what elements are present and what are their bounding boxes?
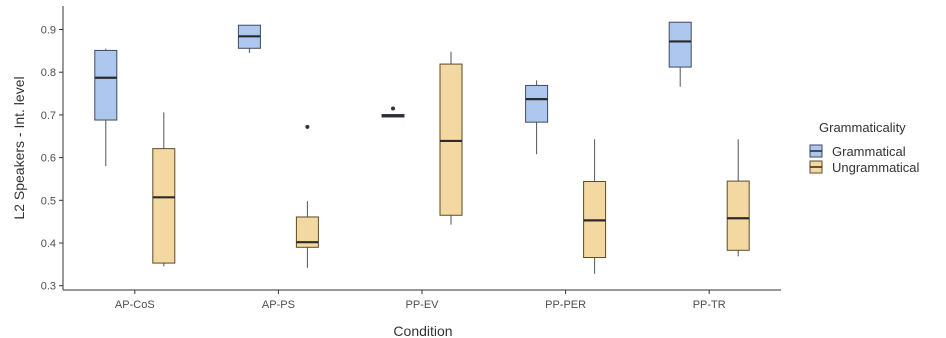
y-tick-label: 0.4 — [41, 238, 56, 250]
legend-title: Grammaticality — [819, 120, 906, 135]
y-tick-label: 0.6 — [41, 153, 56, 165]
box-grammatical-ap-cos — [94, 48, 118, 167]
x-axis-title: Condition — [393, 323, 452, 338]
box-iqr — [295, 216, 319, 248]
x-tick-label: PP-PER — [545, 299, 586, 311]
box-iqr — [152, 148, 176, 264]
x-tick-label: PP-TR — [693, 299, 726, 311]
box-iqr — [94, 49, 118, 121]
box-ungrammatical-pp-ev — [439, 51, 463, 225]
box-grammatical-pp-ev — [381, 106, 405, 118]
outlier-point — [305, 124, 310, 129]
box-ungrammatical-pp-per — [583, 139, 607, 274]
y-axis-title: L2 Speakers - Int. level — [11, 76, 27, 219]
box-grammatical-ap-ps — [237, 24, 261, 53]
legend-label: Ungrammatical — [832, 160, 920, 175]
y-tick-label: 0.5 — [41, 195, 56, 207]
y-tick-label: 0.9 — [41, 24, 56, 36]
box-grammatical-pp-per — [525, 80, 549, 155]
box-ungrammatical-pp-tr — [726, 139, 750, 257]
x-tick-label: PP-EV — [405, 299, 439, 311]
legend-label: Grammatical — [832, 144, 906, 159]
box-iqr — [525, 84, 549, 123]
y-tick-label: 0.7 — [41, 110, 56, 122]
box-iqr — [439, 63, 463, 216]
x-tick-label: AP-PS — [262, 299, 295, 311]
box-groups — [94, 21, 750, 274]
y-tick-label: 0.3 — [41, 281, 56, 293]
outlier-point — [391, 106, 395, 111]
y-tick-label: 0.8 — [41, 67, 56, 79]
box-ungrammatical-ap-cos — [152, 112, 176, 267]
box-grammatical-pp-tr — [668, 21, 692, 87]
x-tick-label: AP-CoS — [115, 299, 155, 311]
axes: 0.3 0.4 0.5 0.6 0.7 0.8 0.9 AP-CoS AP-PS PP-EV PP-… — [41, 6, 781, 311]
box-iqr — [726, 180, 750, 251]
box-ungrammatical-ap-ps — [295, 124, 319, 268]
box-iqr — [668, 21, 692, 68]
